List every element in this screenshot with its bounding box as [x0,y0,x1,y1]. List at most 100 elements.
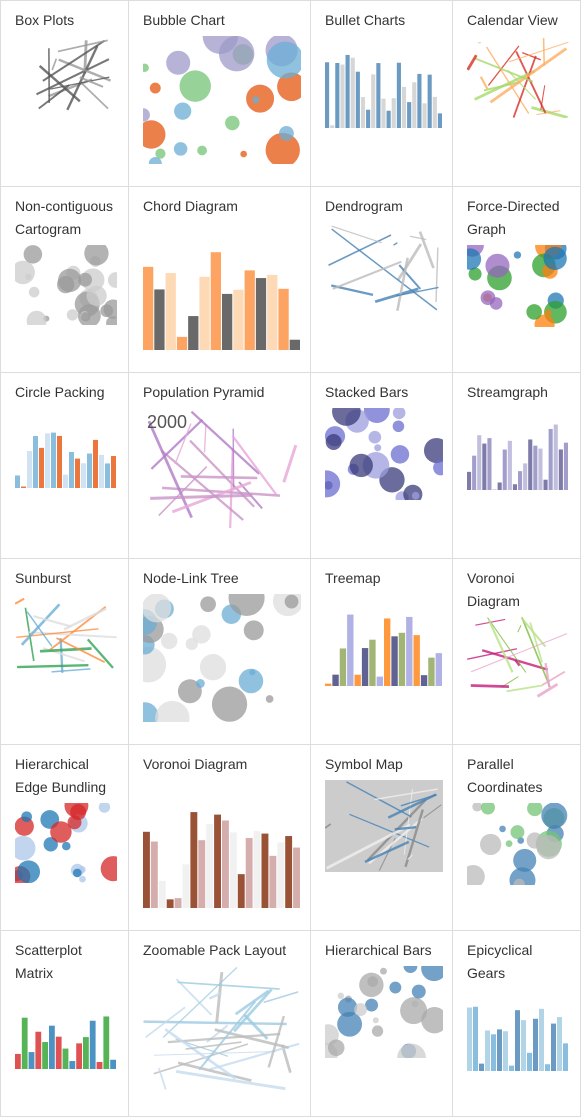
thumb-shape [56,637,106,664]
thumb-shape [80,312,91,322]
gallery-item[interactable]: Bubble Chart [129,1,311,187]
thumb-shape [107,272,117,288]
gallery-item[interactable]: Dendrogram [311,187,453,373]
item-title[interactable]: Treemap [325,570,381,586]
thumb-shape [222,293,233,350]
thumbnail[interactable] [467,989,569,1071]
gallery-item[interactable]: Treemap [311,559,453,745]
gallery-item[interactable]: Voronoi Diagram [453,559,581,745]
gallery-item[interactable]: Circle Packing [1,373,129,559]
thumbnail[interactable] [143,780,301,908]
gallery-item[interactable]: Chord Diagram [129,187,311,373]
gallery-item[interactable]: Population Pyramid 2000 [129,373,311,559]
thumbnail[interactable] [467,617,569,699]
thumbnail[interactable] [15,594,117,674]
thumb-shape [195,679,205,688]
gallery-item[interactable]: Symbol Map [311,745,453,931]
thumb-shape [164,1028,237,1080]
thumbnail[interactable] [467,803,569,885]
thumb-shape [265,695,274,703]
item-title[interactable]: Force-Directed Graph [467,198,560,237]
gallery-item[interactable]: Parallel Coordinates [453,745,581,931]
thumbnail[interactable] [325,36,443,128]
gallery-item[interactable]: Force-Directed Graph [453,187,581,373]
thumb-shape [527,1052,532,1071]
thumbnail[interactable]: 2000 [143,408,301,536]
item-title[interactable]: Bullet Charts [325,12,406,28]
item-title[interactable]: Zoomable Pack Layout [143,942,287,958]
thumbnail[interactable] [325,780,443,872]
item-title[interactable]: Box Plots [15,12,75,28]
thumbnail[interactable] [325,222,443,314]
gallery-item[interactable]: Scatterplot Matrix [1,931,129,1117]
gallery-item[interactable]: Hierarchical Bars [311,931,453,1117]
item-title[interactable]: Hierarchical Edge Bundling [15,756,107,795]
thumbnail[interactable] [15,245,117,325]
thumb-shape [62,1048,69,1069]
item-title[interactable]: Node-Link Tree [143,570,239,586]
item-title[interactable]: Streamgraph [467,384,548,400]
thumbnail[interactable] [15,989,117,1069]
thumb-shape [350,57,355,128]
thumbnail[interactable] [15,36,117,116]
thumb-shape [509,41,569,63]
thumb-shape [203,424,207,453]
item-title[interactable]: Parallel Coordinates [467,756,543,795]
thumb-shape [234,989,270,1016]
gallery-item[interactable]: Streamgraph [453,373,581,559]
item-title[interactable]: Non-contiguous Cartogram [15,198,114,237]
thumbnail[interactable] [143,594,301,722]
gallery-item[interactable]: Hierarchical Edge Bundling [1,745,129,931]
item-title[interactable]: Calendar View [467,12,558,28]
thumb-shape [267,1015,286,1068]
thumb-shape [485,1030,490,1071]
thumbnail[interactable] [15,408,117,488]
thumb-shape [150,841,158,908]
item-title[interactable]: Symbol Map [325,756,403,772]
thumb-shape [26,310,47,325]
item-title[interactable]: Scatterplot Matrix [15,942,82,981]
gallery-item[interactable]: Box Plots [1,1,129,187]
thumb-shape [38,84,70,110]
gallery-item[interactable]: Calendar View [453,1,581,187]
item-title[interactable]: Voronoi Diagram [467,570,520,609]
thumbnail[interactable] [325,408,443,500]
gallery-item[interactable]: Sunburst [1,559,129,745]
item-title[interactable]: Dendrogram [325,198,403,214]
item-title[interactable]: Chord Diagram [143,198,238,214]
thumb-shape [563,442,568,490]
gallery-item[interactable]: Non-contiguous Cartogram [1,187,129,373]
thumbnail[interactable] [467,245,569,327]
thumb-shape [396,243,423,281]
thumbnail[interactable] [467,408,569,490]
gallery-item[interactable]: Voronoi Diagram [129,745,311,931]
thumbnail[interactable] [143,36,301,164]
item-title[interactable]: Population Pyramid [143,384,265,400]
thumbnail[interactable] [325,594,443,686]
thumb-shape [390,445,410,464]
thumbnail[interactable] [143,222,301,350]
gallery-item[interactable]: Node-Link Tree [129,559,311,745]
gallery-item[interactable]: Epicyclical Gears [453,931,581,1117]
item-title[interactable]: Stacked Bars [325,384,409,400]
thumb-shape [396,257,409,312]
gallery-item[interactable]: Stacked Bars [311,373,453,559]
thumb-shape [69,1061,76,1069]
item-title[interactable]: Voronoi Diagram [143,756,248,772]
item-title[interactable]: Epicyclical Gears [467,942,533,981]
item-title[interactable]: Bubble Chart [143,12,225,28]
thumb-shape [485,46,530,114]
thumbnail[interactable] [143,966,301,1094]
thumb-shape [175,1070,286,1091]
gallery-item[interactable]: Bullet Charts [311,1,453,187]
item-title[interactable]: Sunburst [15,570,72,586]
item-title[interactable]: Circle Packing [15,384,105,400]
gallery-item[interactable]: Zoomable Pack Layout [129,931,311,1117]
thumbnail[interactable] [15,803,117,883]
thumbnail[interactable] [467,36,569,118]
thumb-shape [211,686,248,722]
item-title[interactable]: Hierarchical Bars [325,942,432,958]
thumbnail[interactable] [325,966,443,1058]
thumb-shape [100,304,114,318]
thumb-shape [332,408,361,426]
